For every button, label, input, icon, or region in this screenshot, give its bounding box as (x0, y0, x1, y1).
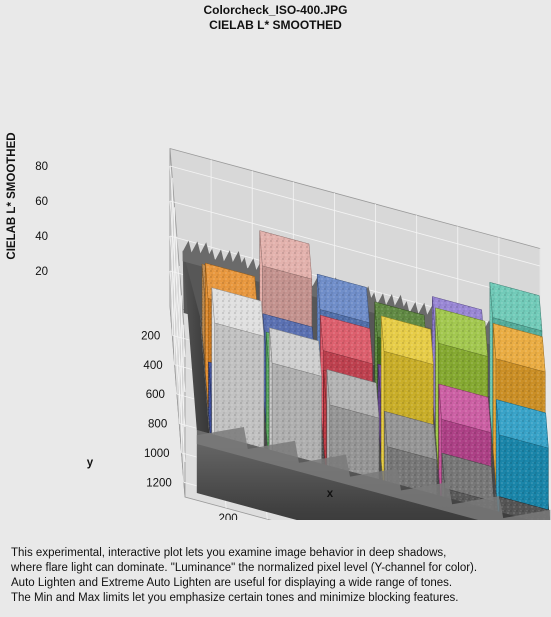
patch-top-texture (269, 327, 322, 377)
y-tick-label: 200 (141, 330, 160, 342)
patch-side-texture (205, 263, 209, 407)
caption-line: The Min and Max limits let you emphasize… (11, 592, 459, 604)
grid-line (169, 165, 541, 267)
patch-top-texture (320, 315, 373, 364)
z-axis-label: CIELAB L* SMOOTHED (6, 132, 18, 259)
patch-side-texture (381, 315, 384, 495)
patch-top-texture (381, 315, 434, 365)
z-tick-label: 20 (35, 266, 48, 278)
y-tick-label: 800 (148, 419, 167, 431)
x-tick-label: 200 (219, 513, 238, 520)
patch-top-texture (259, 230, 312, 280)
grid-line (169, 165, 186, 358)
grid-line (169, 200, 541, 302)
grid-line (169, 270, 186, 463)
patch-top-texture (442, 453, 495, 502)
caption: This experimental, interactive plot lets… (11, 546, 543, 606)
patch-side-texture (438, 384, 442, 511)
caption-line: Auto Lighten and Extreme Auto Lighten ar… (11, 577, 453, 589)
patch-top-texture (435, 307, 488, 357)
patch-top-texture (326, 369, 379, 419)
chart-title: Colorcheck_ISO-400.JPG (203, 3, 348, 17)
patch-side-texture (435, 307, 439, 470)
y-tick-label: 1000 (144, 448, 170, 460)
patch-bars (196, 230, 551, 520)
patch-top-texture (438, 384, 491, 433)
y-tick-label: 1200 (146, 477, 172, 489)
caption-line: This experimental, interactive plot lets… (11, 547, 447, 559)
patch-top-texture (493, 323, 546, 372)
patch-top-texture (384, 411, 437, 460)
y-tick-label: 400 (143, 360, 162, 372)
patch-side-texture (266, 332, 269, 464)
patch-top-texture (496, 399, 549, 449)
patch-side-texture (202, 264, 205, 366)
patch-top-texture (489, 282, 542, 331)
patch-top-texture (317, 274, 370, 323)
patch-top-texture (211, 287, 264, 337)
left-rim (182, 250, 213, 471)
patch-front-texture (499, 434, 549, 520)
caption-line: where flare light can dominate. "Luminan… (11, 562, 478, 574)
patch-side-texture (378, 364, 381, 454)
z-tick-label: 60 (35, 196, 48, 208)
patch-bar (496, 399, 549, 520)
patch-side-texture (493, 323, 496, 485)
grid-line (169, 235, 186, 428)
z-tick-label: 40 (35, 231, 48, 243)
patch-side-texture (208, 362, 212, 448)
grid-line (169, 200, 186, 393)
y-tick-label: 600 (146, 389, 165, 401)
y-axis-label: y (87, 457, 94, 469)
x-axis-label: x (327, 488, 334, 500)
front-rim-edge (196, 427, 551, 520)
z-tick-label: 80 (35, 161, 48, 173)
axis-ticks: 2004006008001000120014001600120040060080… (35, 161, 238, 520)
chart-subtitle: CIELAB L* SMOOTHED (209, 18, 342, 32)
surface-plot[interactable]: 2004006008001000120014001600120040060080… (0, 0, 551, 520)
patch-side-texture (496, 399, 500, 520)
patch-side-texture (489, 282, 493, 444)
